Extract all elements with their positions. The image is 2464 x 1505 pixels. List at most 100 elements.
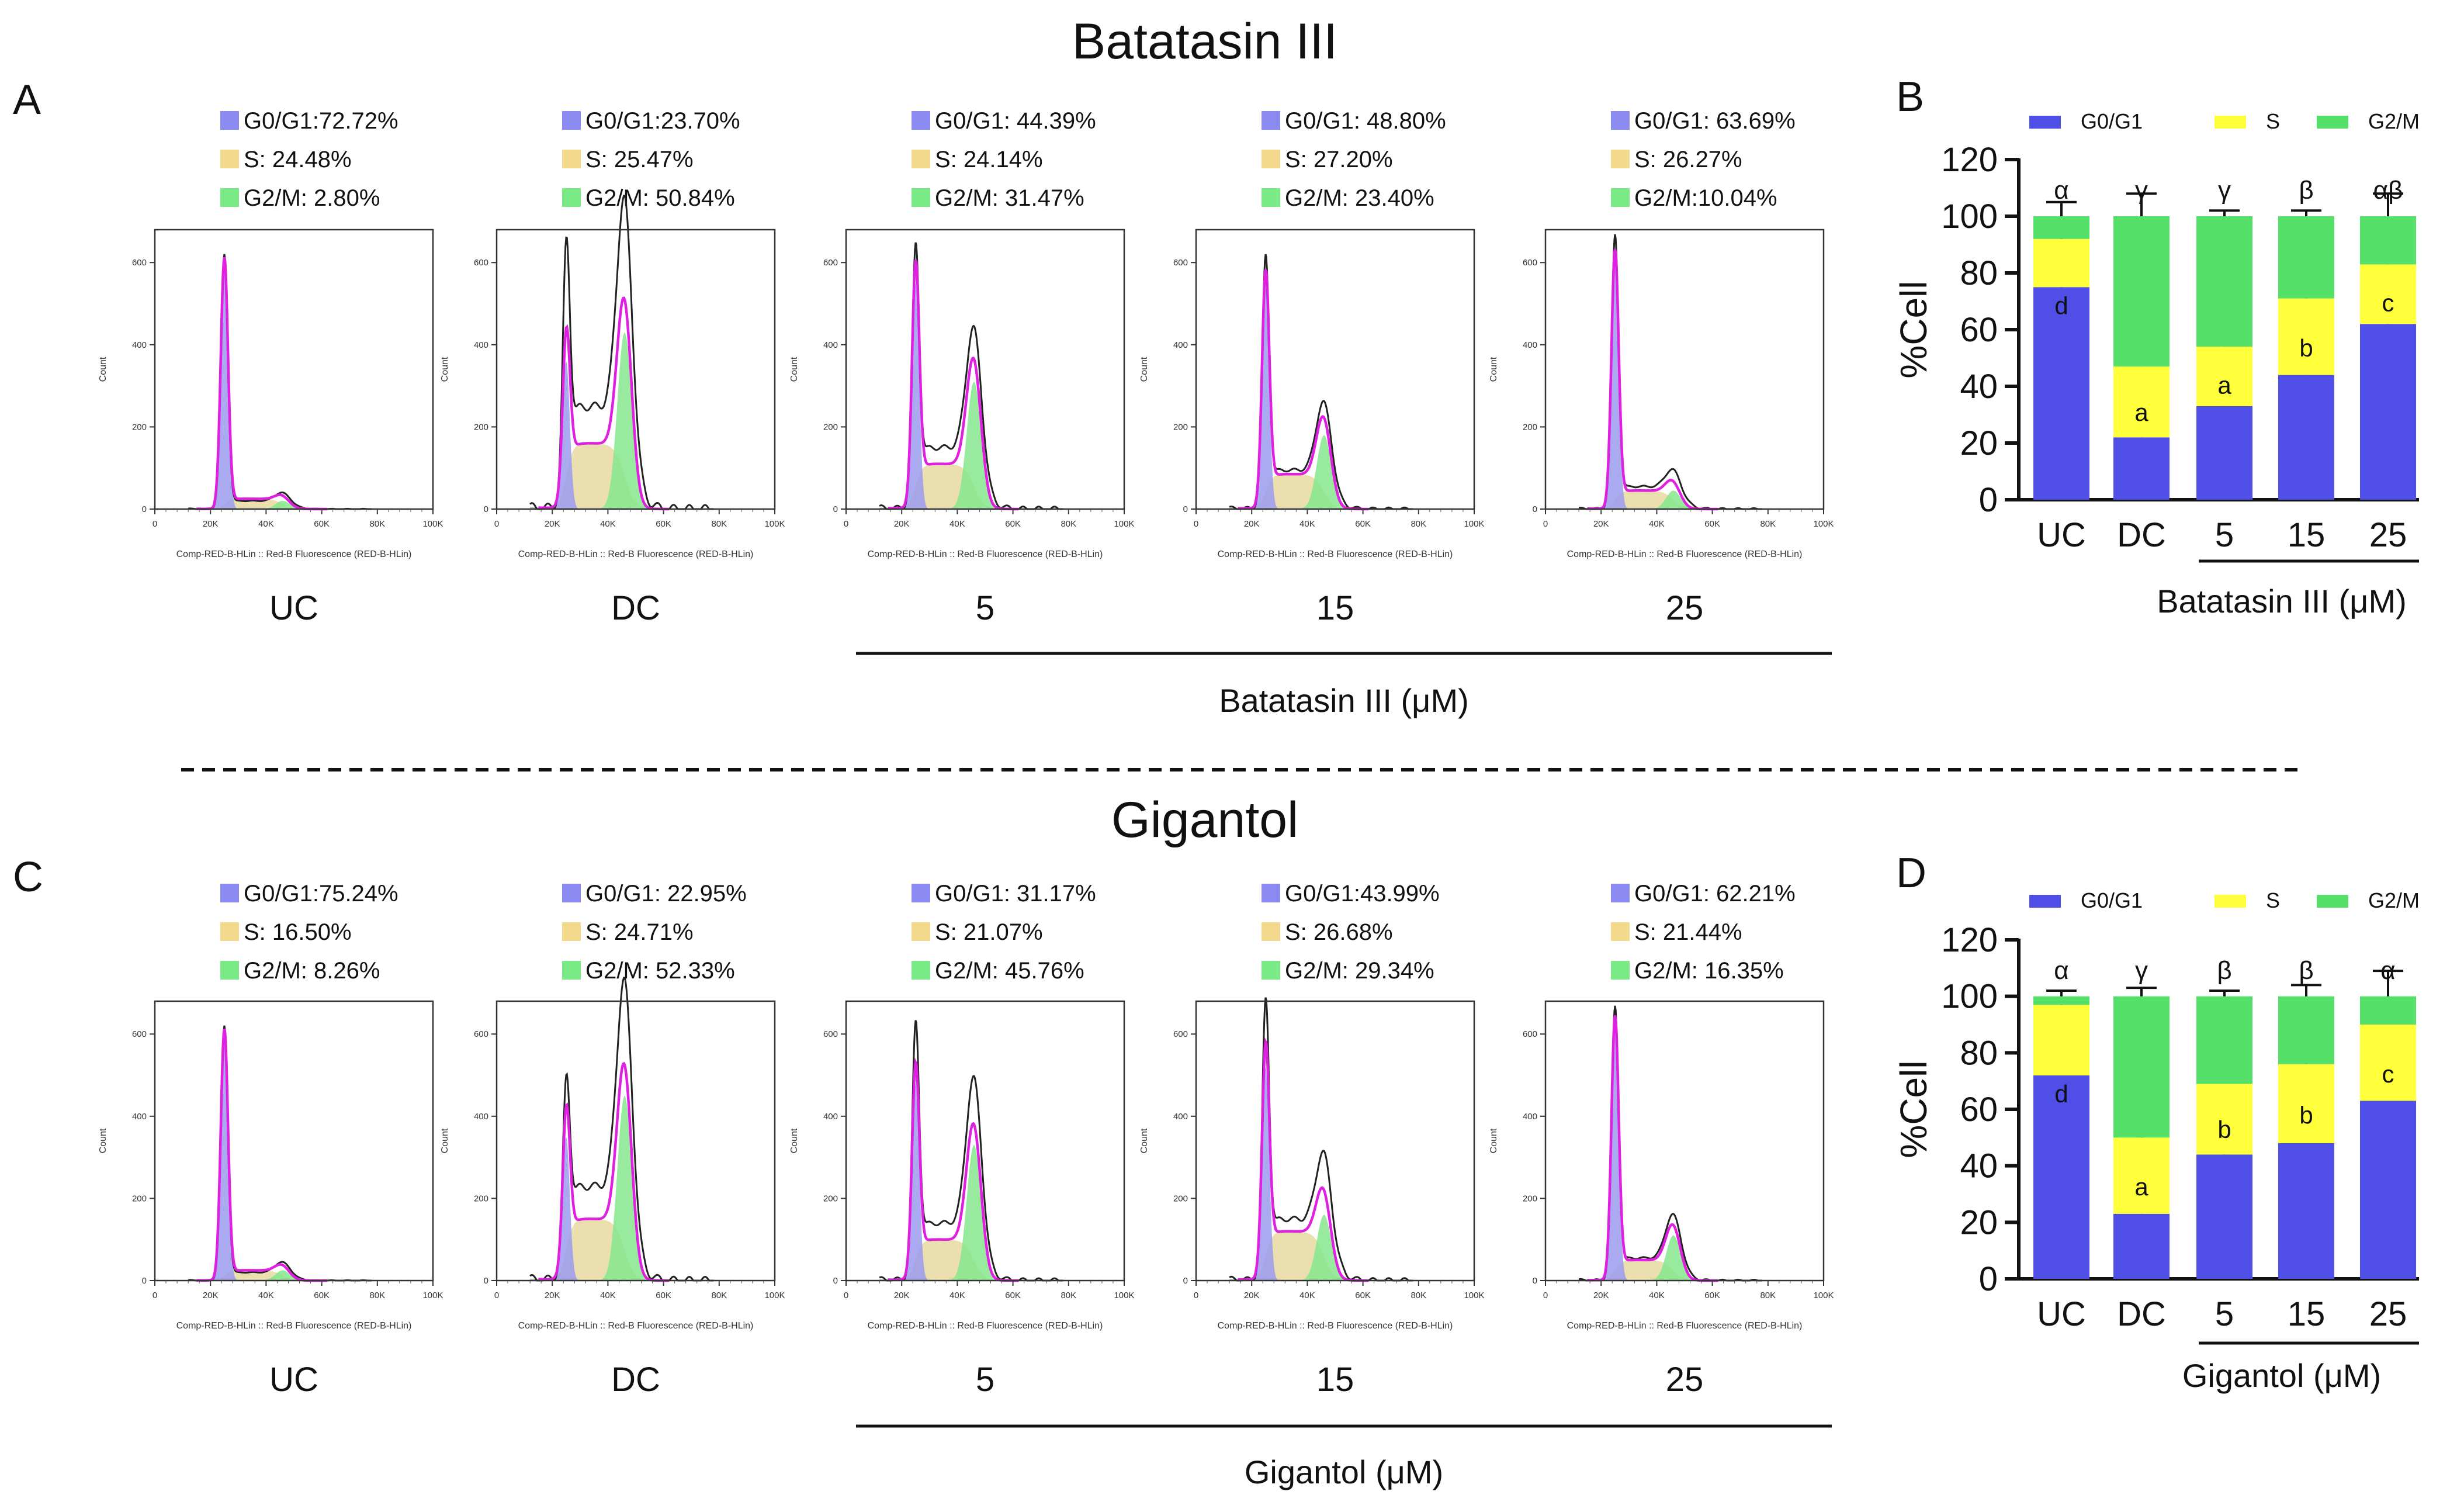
legend-swatch	[912, 884, 930, 902]
model-fit-line	[888, 1057, 1019, 1282]
x-axis-label: Comp-RED-B-HLin :: Red-B Fluorescence (R…	[176, 549, 412, 559]
y-tick-label: 400	[474, 1112, 488, 1122]
legend-entry: S: 26.27%	[1634, 147, 1742, 172]
bar-segment-s	[2196, 347, 2252, 406]
legend-swatch	[1611, 111, 1630, 130]
y-tick-label: 0	[1533, 504, 1537, 514]
panel-letter: B	[1896, 74, 1924, 120]
top-significance-letter: β	[2217, 956, 2231, 985]
x-axis-label: Comp-RED-B-HLin :: Red-B Fluorescence (R…	[1567, 549, 1803, 559]
x-tick-label: 60K	[656, 519, 671, 529]
g2m-fill	[252, 1270, 317, 1281]
bar-segment-s	[2278, 298, 2334, 375]
legend-entry: S: 27.20%	[1285, 147, 1393, 172]
panel-letter: D	[1896, 850, 1926, 897]
legend-entry: G0/G1	[2081, 888, 2143, 912]
x-tick-label: 60K	[314, 519, 330, 529]
x-axis-label: Comp-RED-B-HLin :: Red-B Fluorescence (R…	[868, 549, 1103, 559]
y-tick-label: 120	[1941, 141, 1998, 179]
top-significance-letter: β	[2299, 176, 2313, 205]
x-tick-label: 80K	[1061, 1291, 1076, 1300]
x-tick-label: 5	[2215, 1295, 2234, 1333]
x-tick-label: 15	[2288, 1295, 2326, 1333]
x-tick-label: 0	[153, 1291, 157, 1300]
y-tick-label: 400	[1173, 340, 1188, 350]
legend-swatch	[1262, 922, 1280, 941]
x-tick-label: 15	[2288, 516, 2326, 554]
histogram-C-2: G0/G1: 22.95% S: 24.71% G2/M: 52.33% 0 20K 40…	[440, 881, 785, 1399]
legend-entry: G0/G1	[2081, 109, 2143, 133]
significance-letter: a	[2217, 371, 2231, 399]
bar-segment-s	[2278, 1064, 2334, 1143]
bar-segment-s	[2360, 1025, 2416, 1101]
x-tick-label: UC	[2037, 516, 2086, 554]
bar-segment-g2m	[2196, 996, 2252, 1084]
y-tick-label: 0	[1979, 481, 1998, 519]
y-tick-label: 200	[1173, 1193, 1188, 1203]
legend-entry: G2/M: 29.34%	[1285, 958, 1434, 984]
plot-frame	[495, 229, 776, 510]
legend-entry: G2/M:10.04%	[1634, 185, 1777, 211]
top-significance-letter: γ	[2135, 956, 2148, 985]
g2m-fill	[943, 1145, 1008, 1281]
y-axis-label: %Cell	[1893, 1060, 1935, 1158]
legend-swatch	[2215, 116, 2246, 129]
legend-entry: S	[2266, 888, 2280, 912]
x-tick-label: 0	[494, 519, 499, 529]
bar-segment-g2m	[2360, 996, 2416, 1025]
legend-swatch	[562, 150, 581, 168]
legend-swatch	[912, 111, 930, 130]
legend-swatch	[562, 961, 581, 980]
legend-entry: G2/M: 16.35%	[1634, 958, 1784, 984]
x-tick-label: 20K	[1593, 1291, 1609, 1300]
x-tick-label: 20K	[203, 519, 219, 529]
g0g1-fill	[899, 1083, 933, 1281]
legend-swatch	[1262, 884, 1280, 902]
significance-letter: b	[2217, 1116, 2231, 1143]
legend-entry: G0/G1:23.70%	[585, 108, 740, 134]
x-tick-label: 25	[2369, 516, 2407, 554]
x-tick-label: 80K	[711, 519, 727, 529]
legend-entry: G2/M: 31.47%	[935, 185, 1084, 211]
histogram-C-4: G0/G1:43.99% S: 26.68% G2/M: 29.34% 0 20K 40K…	[1139, 881, 1485, 1399]
model-fit-line	[196, 257, 328, 511]
bar-segment-g2m	[2278, 216, 2334, 299]
raw-histogram-line	[188, 254, 372, 510]
x-tick-label: 40K	[600, 519, 616, 529]
model-fit-line	[1238, 269, 1369, 511]
y-tick-label: 0	[1183, 504, 1188, 514]
y-tick-label: 200	[132, 1193, 147, 1203]
bar-segment-s	[2113, 366, 2170, 438]
y-tick-label: 600	[823, 258, 838, 268]
histogram-A-1: G0/G1:72.72% S: 24.48% G2/M: 2.80% 0 20K 40K 6…	[98, 108, 443, 627]
x-tick-label: 40K	[1649, 519, 1665, 529]
x-tick-label: 100K	[422, 519, 443, 529]
y-tick-label: 600	[1523, 1029, 1537, 1039]
condition-label: DC	[611, 589, 660, 627]
treatment-group-label: Batatasin III (μM)	[1219, 682, 1469, 719]
y-tick-label: 40	[1960, 368, 1998, 406]
x-axis-label: Comp-RED-B-HLin :: Red-B Fluorescence (R…	[518, 1321, 754, 1331]
top-significance-letter: α	[2054, 176, 2068, 205]
raw-histogram-line	[188, 1025, 372, 1282]
top-significance-letter: γ	[2218, 176, 2231, 205]
g0g1-fill	[207, 262, 241, 509]
bar-segment-g0g1	[2278, 1143, 2334, 1279]
g0g1-fill	[1598, 258, 1632, 509]
y-tick-label: 100	[1941, 198, 1998, 236]
y-tick-label: 600	[1173, 1029, 1188, 1039]
g0g1-fill	[549, 361, 583, 509]
legend-entry: S: 21.44%	[1634, 919, 1742, 945]
raw-histogram-line	[1578, 234, 1763, 510]
y-tick-label: 20	[1960, 1203, 1998, 1241]
legend-entry: G2/M	[2368, 109, 2420, 133]
condition-label: 15	[1316, 1361, 1354, 1399]
x-tick-label: UC	[2037, 1295, 2086, 1333]
x-axis-label: Comp-RED-B-HLin :: Red-B Fluorescence (R…	[1218, 549, 1453, 559]
y-axis-label: Count	[1139, 1128, 1149, 1153]
x-tick-label: 80K	[369, 519, 385, 529]
legend-entry: G2/M: 23.40%	[1285, 185, 1434, 211]
x-tick-label: DC	[2117, 1295, 2166, 1333]
y-tick-label: 400	[823, 340, 838, 350]
histogram-C-1: G0/G1:75.24% S: 16.50% G2/M: 8.26% 0 20K 40K 6…	[98, 881, 443, 1399]
